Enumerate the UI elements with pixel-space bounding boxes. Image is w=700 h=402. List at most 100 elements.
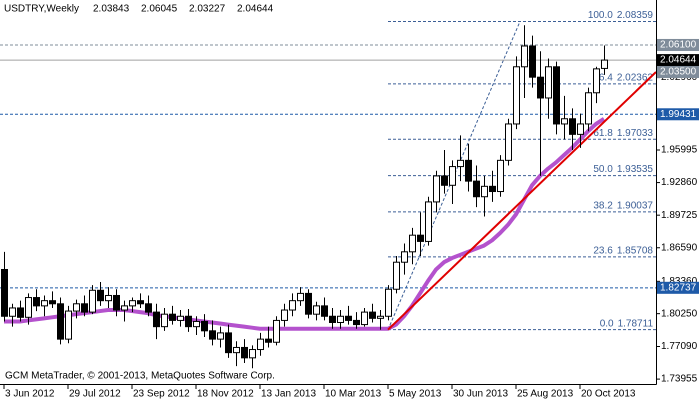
candle-body xyxy=(81,303,88,313)
price-label-box xyxy=(657,65,699,78)
plot-layer xyxy=(1,25,657,369)
moving-average xyxy=(4,117,606,331)
candle-body xyxy=(457,159,464,168)
x-tick-label: 29 Jul 2012 xyxy=(69,389,121,400)
candle-body xyxy=(537,76,544,99)
header-low: 2.03227 xyxy=(189,4,226,15)
candle-body xyxy=(161,313,168,328)
fib-level-percent: 38.2 xyxy=(593,201,613,212)
candle-body xyxy=(313,305,320,315)
candle-body xyxy=(329,315,336,324)
candle-body xyxy=(337,315,344,324)
y-tick-label: 1.95995 xyxy=(661,145,698,156)
candle-body xyxy=(113,294,120,311)
header-open: 2.03843 xyxy=(93,4,130,15)
candle-body xyxy=(593,68,600,94)
candle-body xyxy=(441,175,448,186)
candle-body xyxy=(289,300,296,311)
candle-body xyxy=(249,349,256,359)
candle-body xyxy=(385,288,392,317)
candle-body xyxy=(153,311,160,328)
candle-body xyxy=(497,159,504,193)
y-tick-label: 1.92860 xyxy=(661,177,698,188)
fib-level-value: 1.85708 xyxy=(617,246,654,257)
candle-body xyxy=(169,313,176,321)
header-high: 2.06045 xyxy=(141,4,178,15)
candle-body xyxy=(9,307,16,317)
candle-body xyxy=(377,315,384,319)
y-tick-label: 1.73955 xyxy=(661,374,698,385)
candle-body xyxy=(137,300,144,305)
fib-level-percent: 0.0 xyxy=(600,318,614,329)
x-tick-label: 18 Nov 2012 xyxy=(197,389,254,400)
x-tick-label: 23 Sep 2012 xyxy=(133,389,190,400)
y-tick-label: 1.83360 xyxy=(661,276,698,287)
fib-level-value: 2.02362 xyxy=(617,72,654,83)
fib-level-value: 1.97033 xyxy=(617,128,654,139)
fib-level-percent: 76.4 xyxy=(593,72,613,83)
candle-body xyxy=(265,338,272,343)
price-label: 1.99431 xyxy=(660,109,697,120)
candle-body xyxy=(73,303,80,312)
candle-body xyxy=(241,346,248,359)
fib-level-value: 1.78711 xyxy=(618,318,654,329)
candle-body xyxy=(521,45,528,68)
candle-body xyxy=(257,338,264,351)
fib-level-percent: 61.8 xyxy=(593,128,613,139)
candle-body xyxy=(481,185,488,198)
price-label: 2.06100 xyxy=(660,40,697,51)
candle-body xyxy=(97,289,104,302)
candle-body xyxy=(305,292,312,315)
candle-body xyxy=(129,300,136,307)
candle-body xyxy=(545,66,552,99)
candle-body xyxy=(281,309,288,321)
candle-body xyxy=(25,297,32,318)
fib-level-value: 1.93535 xyxy=(617,164,654,175)
candle-body xyxy=(473,180,480,198)
y-tick-label: 1.89725 xyxy=(661,210,698,221)
candle-body xyxy=(561,118,568,125)
candle-body xyxy=(513,66,520,125)
candle-body xyxy=(65,310,72,340)
candle-body xyxy=(505,123,512,161)
y-tick-label: 1.80250 xyxy=(661,308,698,319)
candle-body xyxy=(217,332,224,340)
candle-body xyxy=(57,303,64,340)
candle-body xyxy=(425,201,432,242)
candle-body xyxy=(433,175,440,203)
x-tick-label: 10 Mar 2013 xyxy=(325,389,382,400)
candle-body xyxy=(577,123,584,135)
candle-body xyxy=(201,320,208,332)
candle-body xyxy=(417,234,424,242)
header-close: 2.04644 xyxy=(237,4,274,15)
candle-body xyxy=(89,289,96,313)
candle-body xyxy=(345,315,352,321)
candle-body xyxy=(529,45,536,78)
fib-level-value: 2.08359 xyxy=(617,10,654,21)
price-label-box xyxy=(657,54,699,67)
candle-body xyxy=(105,294,112,302)
candle-body xyxy=(449,166,456,186)
price-label-box xyxy=(657,38,699,51)
x-tick-label: 5 May 2013 xyxy=(389,389,442,400)
candle-body xyxy=(193,320,200,328)
candle-body xyxy=(601,59,608,69)
candle-body xyxy=(145,303,152,313)
candle-body xyxy=(369,311,376,319)
candle-body xyxy=(409,234,416,253)
candle-body xyxy=(17,307,24,318)
fib-level-percent: 50.0 xyxy=(593,164,613,175)
fib-level-percent: 23.6 xyxy=(593,246,613,257)
candle-body xyxy=(1,268,8,317)
price-label: 2.04644 xyxy=(660,55,697,66)
candle-body xyxy=(361,311,368,326)
candle-body xyxy=(393,261,400,290)
candle-body xyxy=(209,330,216,340)
fib-level-percent: 100.0 xyxy=(588,10,613,21)
candle-body xyxy=(553,66,560,125)
price-label: 2.03500 xyxy=(660,67,697,78)
candle-body xyxy=(585,92,592,125)
grid-layer: 2.08359 100.0 2.02362 76.4 1.97033 61.8 1.9353… xyxy=(0,10,656,331)
